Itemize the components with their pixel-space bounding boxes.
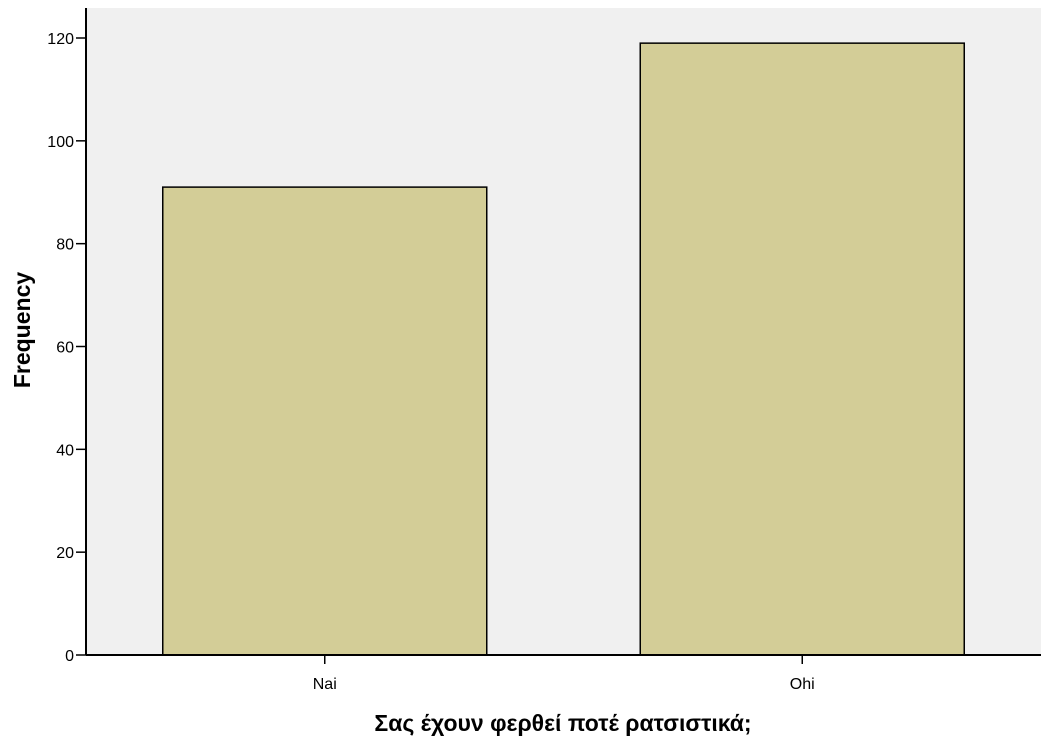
y-tick-label: 0 bbox=[65, 648, 74, 665]
y-tick-label: 100 bbox=[47, 134, 74, 151]
y-tick-label: 120 bbox=[47, 31, 74, 48]
bar-nai bbox=[162, 186, 488, 656]
x-tick-label: Nai bbox=[313, 676, 337, 693]
bars-group bbox=[162, 42, 965, 656]
bar-ohi bbox=[639, 42, 965, 656]
y-axis: 0 20 40 60 80 100 120 bbox=[47, 8, 87, 665]
x-axis: Nai Ohi bbox=[86, 654, 1041, 693]
y-axis-title: Frequency bbox=[9, 272, 35, 389]
y-tick-label: 60 bbox=[56, 340, 74, 357]
x-tick-label: Ohi bbox=[790, 676, 815, 693]
y-tick-label: 80 bbox=[56, 237, 74, 254]
y-tick-label: 40 bbox=[56, 442, 74, 459]
y-tick-label: 20 bbox=[56, 545, 74, 562]
x-axis-title: Σας έχουν φερθεί ποτέ ρατσιστικά; bbox=[374, 710, 751, 736]
